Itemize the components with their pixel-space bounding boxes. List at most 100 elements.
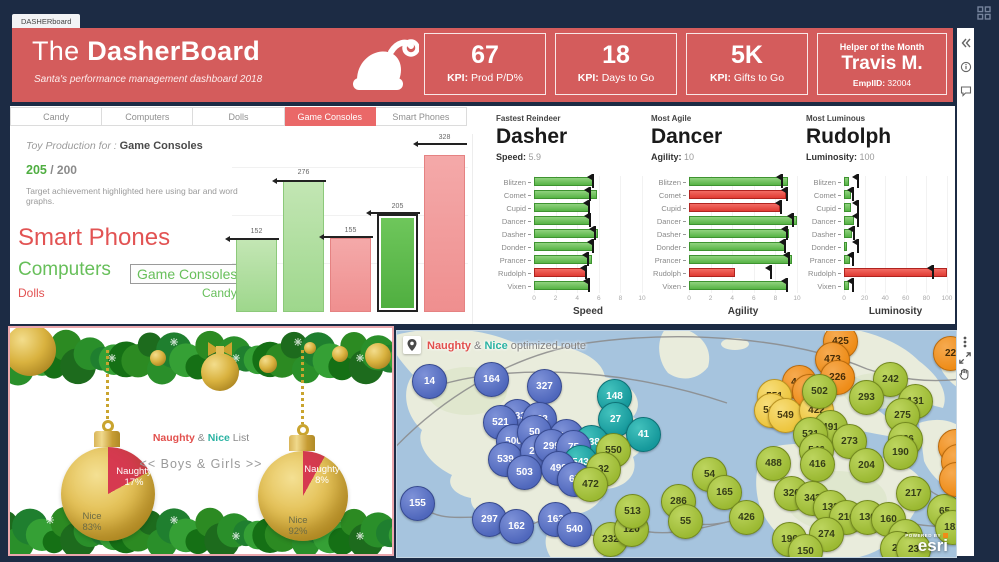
girls-pie-ornament[interactable]: [258, 451, 348, 541]
map-circle-416[interactable]: 416: [800, 447, 835, 482]
map-circle-55[interactable]: 55: [668, 504, 703, 539]
word-smart-phones[interactable]: Smart Phones: [18, 224, 171, 251]
row-bar[interactable]: [534, 281, 591, 290]
route-map[interactable]: 1416432714823332352127415005040153855053…: [396, 330, 957, 558]
row-bar[interactable]: [534, 203, 590, 212]
reindeer-row-rudolph: Rudolph: [651, 265, 803, 280]
row-bar[interactable]: [534, 177, 595, 186]
target-marker: [272, 177, 326, 184]
reindeer-row-donder: Donder: [806, 239, 953, 254]
tab-game-consoles[interactable]: Game Consoles: [284, 107, 376, 126]
map-circle-503[interactable]: 503: [507, 455, 542, 490]
map-circle-165[interactable]: 165: [707, 475, 742, 510]
row-bar[interactable]: [689, 229, 790, 238]
row-target-pin: [783, 252, 791, 266]
map-circle-540[interactable]: 540: [557, 512, 592, 547]
map-circle-217[interactable]: 217: [896, 476, 931, 511]
word-computers[interactable]: Computers: [18, 259, 111, 280]
row-bar[interactable]: [689, 177, 789, 186]
tab-candy[interactable]: Candy: [10, 107, 103, 126]
row-target-pin: [847, 252, 855, 266]
expand-icon[interactable]: [957, 350, 972, 365]
axis-tick: 0: [687, 295, 691, 302]
row-bar[interactable]: [534, 242, 595, 251]
tab-computers[interactable]: Computers: [102, 107, 194, 126]
row-track: [844, 239, 947, 254]
reindeer-row-prancer: Prancer: [496, 252, 648, 267]
gridline: [947, 176, 948, 293]
map-title: Naughty & Nice optimized route: [427, 340, 586, 352]
row-bar[interactable]: [534, 190, 597, 199]
row-bar[interactable]: [844, 255, 851, 264]
luminosity-chart: Blitzen Comet Cupid Dancer Dasher Donder Pranc…: [806, 174, 953, 317]
word-game-consoles[interactable]: Game Consoles: [130, 264, 245, 284]
map-circle-164[interactable]: 164: [474, 362, 509, 397]
tab-dolls[interactable]: Dolls: [193, 107, 285, 126]
reindeer-row-prancer: Prancer: [806, 252, 953, 267]
info-icon[interactable]: [959, 60, 972, 73]
sheet-tab[interactable]: DASHERboard: [12, 14, 81, 31]
bar-computers[interactable]: [283, 179, 324, 312]
reindeer-row-vixen: Vixen: [496, 278, 648, 293]
grid-icon[interactable]: [977, 6, 991, 25]
row-bar[interactable]: [689, 242, 787, 251]
row-bar[interactable]: [844, 216, 855, 225]
row-bar[interactable]: [844, 242, 848, 251]
row-track: [689, 174, 797, 189]
map-circle-155[interactable]: 155: [400, 486, 435, 521]
row-bar[interactable]: [689, 203, 780, 212]
row-bar[interactable]: [844, 229, 853, 238]
row-bar[interactable]: [844, 177, 850, 186]
map-circle-293[interactable]: 293: [849, 380, 884, 415]
word-dolls[interactable]: Dolls: [18, 286, 45, 300]
row-label: Dancer: [496, 217, 531, 226]
row-bar[interactable]: [534, 229, 598, 238]
map-circle-426[interactable]: 426: [729, 500, 764, 535]
bar-smart-phones[interactable]: [424, 155, 465, 312]
pan-hand-icon[interactable]: [957, 366, 972, 381]
reindeer-row-vixen: Vixen: [651, 278, 803, 293]
row-target-pin: [774, 200, 782, 214]
tab-smart-phones[interactable]: Smart Phones: [375, 107, 468, 126]
reindeer-tagline: Most Luminous: [806, 114, 866, 123]
boys-pie-ornament[interactable]: [61, 447, 155, 541]
row-target-pin: [775, 174, 783, 188]
row-bar[interactable]: [534, 268, 586, 277]
row-bar[interactable]: [844, 281, 850, 290]
row-bar[interactable]: [689, 255, 792, 264]
comment-icon[interactable]: [959, 84, 972, 97]
row-bar[interactable]: [534, 216, 592, 225]
map-circle-513[interactable]: 513: [615, 494, 650, 529]
menu-dots-icon[interactable]: [957, 334, 972, 349]
word-candy[interactable]: Candy: [202, 286, 237, 300]
bar-dolls[interactable]: [330, 237, 371, 312]
target-marker: [366, 209, 420, 216]
reindeer-column-rudolph: Most Luminous Rudolph Luminosity: 100 Blitz…: [806, 114, 953, 317]
row-bar[interactable]: [689, 281, 789, 290]
row-track: [689, 213, 797, 228]
reindeer-row-cupid: Cupid: [806, 200, 953, 215]
map-circle-502[interactable]: 502: [802, 374, 837, 409]
collapse-left-icon[interactable]: [959, 36, 972, 49]
map-circle-162[interactable]: 162: [499, 509, 534, 544]
ornament-cap: [289, 435, 315, 451]
row-bar[interactable]: [689, 190, 787, 199]
map-circle-488[interactable]: 488: [756, 446, 791, 481]
row-bar[interactable]: [689, 216, 797, 225]
map-circle-327[interactable]: 327: [527, 369, 562, 404]
row-bar[interactable]: [844, 203, 852, 212]
bar-candy[interactable]: [236, 239, 277, 312]
row-bar[interactable]: [689, 268, 736, 277]
row-track: [534, 213, 642, 228]
map-circle-204[interactable]: 204: [849, 448, 884, 483]
map-circle-472[interactable]: 472: [573, 467, 608, 502]
map-circle-190[interactable]: 190: [883, 435, 918, 470]
map-circle-41[interactable]: 41: [626, 417, 661, 452]
row-bar[interactable]: [534, 255, 593, 264]
map-circle-14[interactable]: 14: [412, 364, 447, 399]
row-bar[interactable]: [844, 268, 947, 277]
row-label: Cupid: [651, 204, 686, 213]
bar-game-consoles[interactable]: [377, 213, 418, 312]
map-circle-22[interactable]: 22: [933, 336, 956, 371]
map-circle-23[interactable]: 23: [896, 532, 931, 557]
